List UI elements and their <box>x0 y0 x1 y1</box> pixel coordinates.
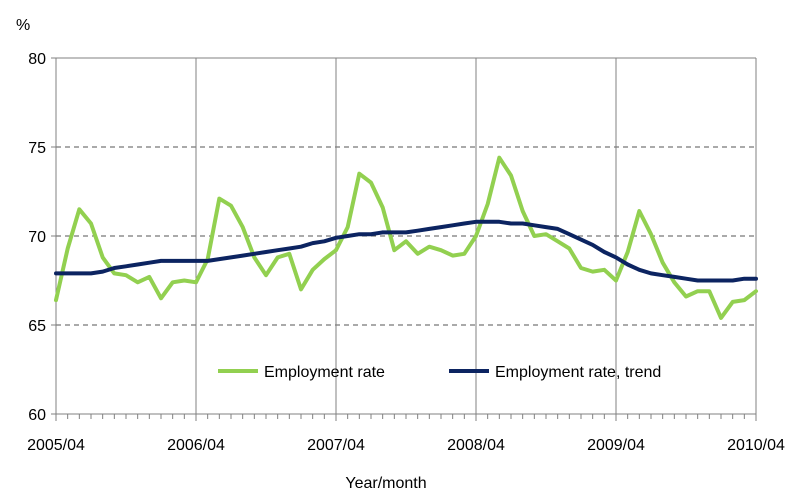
legend-label-employment-rate-trend: Employment rate, trend <box>495 364 661 381</box>
legend: Employment rate Employment rate, trend <box>218 364 661 381</box>
y-tick-label-80: 80 <box>28 51 46 68</box>
x-tick-label-2010/04: 2010/04 <box>727 437 785 454</box>
x-tick-label-2009/04: 2009/04 <box>587 437 645 454</box>
series-lines <box>54 155 758 320</box>
x-axis-ticks: 2005/04 2006/04 2007/04 2008/04 2009/04 2010/… <box>27 414 785 454</box>
y-tick-label-70: 70 <box>28 229 46 246</box>
x-tick-label-2008/04: 2008/04 <box>447 437 505 454</box>
x-tick-label-2006/04: 2006/04 <box>167 437 225 454</box>
x-axis-title: Year/month <box>345 475 426 492</box>
x-tick-label-2005/04: 2005/04 <box>27 437 85 454</box>
y-tick-label-75: 75 <box>28 140 46 157</box>
y-axis-unit-label: % <box>16 17 30 34</box>
x-tick-label-2007/04: 2007/04 <box>307 437 365 454</box>
y-tick-label-65: 65 <box>28 318 46 335</box>
legend-label-employment-rate: Employment rate <box>264 364 385 381</box>
y-axis-ticks: 60 65 70 75 80 <box>28 51 56 424</box>
series-line-employment-rate <box>54 155 758 320</box>
series-line-employment-rate-trend <box>54 219 758 283</box>
y-tick-label-60: 60 <box>28 407 46 424</box>
